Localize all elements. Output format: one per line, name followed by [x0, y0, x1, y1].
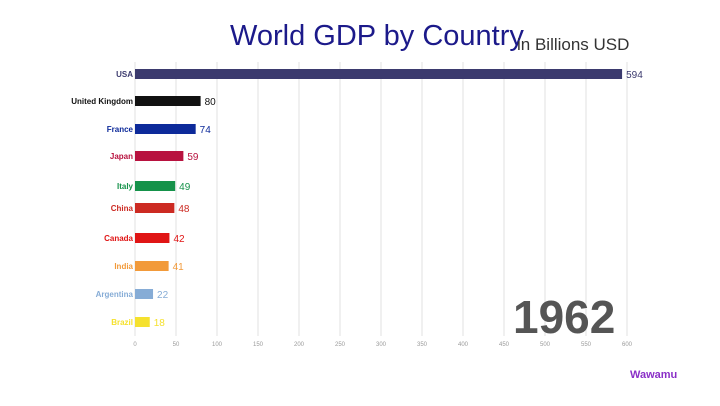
category-label: Canada	[104, 234, 133, 243]
year-label: 1962	[513, 291, 616, 343]
bar	[135, 96, 201, 106]
value-label: 22	[157, 290, 169, 301]
value-label: 41	[173, 262, 185, 273]
category-label: India	[114, 262, 133, 271]
x-tick-label: 550	[581, 342, 592, 348]
value-label: 80	[205, 97, 217, 108]
category-label: Argentina	[96, 290, 134, 299]
bar	[135, 233, 170, 243]
x-tick-label: 250	[335, 342, 346, 348]
x-tick-label: 200	[294, 342, 305, 348]
x-tick-label: 300	[376, 342, 387, 348]
category-label: Japan	[110, 152, 133, 161]
bar	[135, 289, 154, 299]
bars: USA 594 United Kingdom 80 France 74 Japan 59 Ita…	[71, 69, 643, 329]
bar	[135, 261, 169, 271]
category-label: China	[111, 204, 134, 213]
x-tick-label: 100	[212, 342, 223, 348]
x-tick-label: 500	[540, 342, 551, 348]
x-tick-label: 50	[173, 342, 180, 348]
value-label: 74	[200, 125, 212, 136]
value-label: 48	[178, 204, 190, 215]
value-label: 42	[173, 234, 185, 245]
x-tick-label: 150	[253, 342, 264, 348]
value-label: 59	[187, 152, 199, 163]
bar	[135, 317, 150, 327]
x-tick-label: 400	[458, 342, 469, 348]
category-label: USA	[116, 70, 133, 79]
value-label: 594	[626, 70, 643, 81]
gridlines	[134, 62, 628, 336]
category-label: Italy	[117, 182, 134, 191]
bar	[135, 124, 196, 134]
x-axis-ticks: 0 50 100 150 200 250 300 350 400 450 500 550 600	[133, 342, 632, 348]
value-label: 18	[154, 318, 166, 329]
x-tick-label: 600	[622, 342, 633, 348]
x-tick-label: 350	[417, 342, 428, 348]
category-label: United Kingdom	[71, 97, 133, 106]
bar	[135, 69, 623, 79]
category-label: France	[107, 125, 134, 134]
chart-title: World GDP by Country	[230, 20, 524, 52]
chart-subtitle: in Billions USD	[517, 35, 630, 54]
brand-logo: Wawamu	[630, 369, 678, 381]
bar	[135, 181, 176, 191]
x-tick-label: 0	[133, 342, 137, 348]
category-label: Brazil	[111, 318, 133, 327]
bar	[135, 151, 184, 161]
bar	[135, 203, 175, 213]
value-label: 49	[179, 182, 191, 193]
x-tick-label: 450	[499, 342, 510, 348]
